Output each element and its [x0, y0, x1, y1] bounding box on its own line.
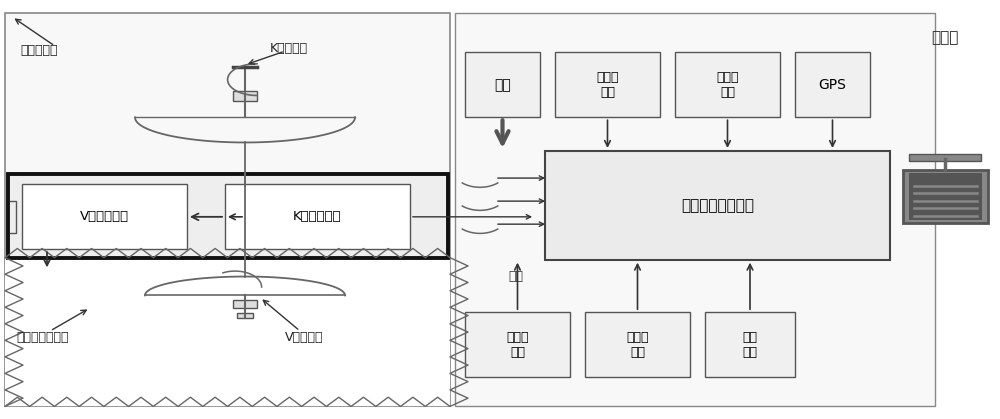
- Bar: [22, 184, 187, 249]
- Text: 计算机: 计算机: [931, 30, 959, 45]
- Text: 泡沫微波窗: 泡沫微波窗: [20, 44, 58, 57]
- Text: K波段天线: K波段天线: [270, 41, 308, 55]
- Text: 红外辐
射计: 红外辐 射计: [716, 71, 739, 99]
- Bar: [902, 170, 988, 223]
- Text: 温湿传
感器: 温湿传 感器: [506, 331, 529, 359]
- Bar: [233, 173, 257, 180]
- Text: 气压传
感器: 气压传 感器: [596, 71, 619, 99]
- Bar: [225, 184, 410, 249]
- Bar: [705, 312, 795, 377]
- Text: 雨量传
感器: 雨量传 感器: [626, 331, 649, 359]
- Bar: [795, 52, 870, 117]
- Text: 室温黑体定标源: 室温黑体定标源: [16, 331, 68, 344]
- Bar: [8, 174, 448, 258]
- Bar: [5, 258, 450, 406]
- Bar: [545, 151, 890, 260]
- Bar: [675, 52, 780, 117]
- Text: 电源
模块: 电源 模块: [742, 331, 758, 359]
- Bar: [5, 13, 450, 406]
- Bar: [237, 313, 253, 318]
- Text: 旋转: 旋转: [508, 270, 523, 283]
- Bar: [585, 312, 690, 377]
- Bar: [909, 154, 981, 160]
- Text: 电机: 电机: [494, 78, 511, 92]
- Text: V波段接收机: V波段接收机: [80, 210, 129, 223]
- Text: V波段天线: V波段天线: [285, 331, 324, 344]
- Bar: [465, 312, 570, 377]
- Text: 数据采集与控制器: 数据采集与控制器: [681, 198, 754, 213]
- Bar: [233, 300, 257, 308]
- Text: GPS: GPS: [819, 78, 846, 92]
- Bar: [908, 173, 982, 220]
- Bar: [555, 52, 660, 117]
- Bar: [233, 91, 257, 101]
- Bar: [455, 13, 935, 406]
- Bar: [465, 52, 540, 117]
- Text: K波段接收机: K波段接收机: [293, 210, 342, 223]
